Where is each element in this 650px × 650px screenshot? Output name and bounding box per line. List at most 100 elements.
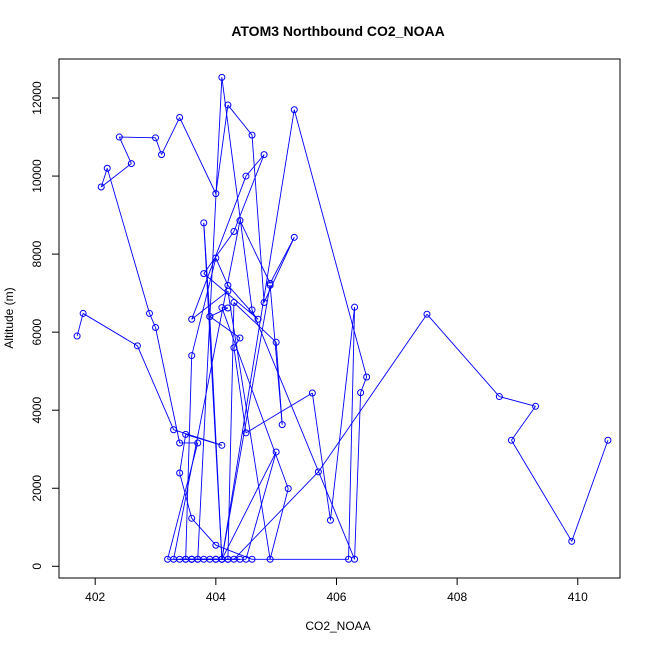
data-point <box>206 313 214 321</box>
y-tick-label: 4000 <box>30 397 44 424</box>
data-point <box>495 393 503 401</box>
data-point <box>152 134 160 142</box>
data-point <box>194 439 202 447</box>
y-axis-label: Altitude (m) <box>2 287 16 348</box>
data-point <box>176 114 184 122</box>
series-segment <box>233 471 319 560</box>
series-segment <box>197 77 223 560</box>
data-point <box>224 101 232 109</box>
data-point <box>115 133 123 141</box>
series-segment <box>179 117 217 194</box>
series-segment <box>511 440 573 542</box>
data-point <box>176 469 184 477</box>
data-point <box>351 555 359 563</box>
data-point <box>290 106 298 114</box>
data-point <box>230 299 238 307</box>
series-segment <box>203 231 235 274</box>
data-point <box>97 183 105 191</box>
data-point <box>73 332 81 340</box>
series-segment <box>233 337 241 349</box>
data-point <box>218 441 226 449</box>
series-segment <box>191 175 247 320</box>
series-segment <box>191 290 229 320</box>
data-point <box>212 541 220 549</box>
data-point <box>188 352 196 360</box>
series-segment <box>221 109 295 560</box>
series-segment <box>191 517 217 546</box>
series-segment <box>233 347 247 433</box>
series-segment <box>221 451 277 560</box>
data-point <box>218 555 226 563</box>
data-point <box>127 160 135 168</box>
data-point <box>248 131 256 139</box>
series-segment <box>499 396 536 407</box>
series-points <box>73 73 612 563</box>
series-segment <box>155 327 181 444</box>
data-point <box>212 190 220 198</box>
series-segment <box>82 313 138 347</box>
data-point <box>260 151 268 159</box>
data-point <box>224 281 232 289</box>
data-point <box>242 429 250 437</box>
data-point <box>188 514 196 522</box>
data-point <box>357 389 365 397</box>
series-segment <box>137 345 175 430</box>
series-segment <box>209 316 241 339</box>
y-tick-label: 12000 <box>30 81 44 115</box>
x-tick-label: 410 <box>568 590 588 604</box>
data-point <box>158 151 166 159</box>
series-segment <box>571 440 609 542</box>
data-point <box>236 217 244 225</box>
series-segment <box>227 285 259 320</box>
data-point <box>248 306 256 314</box>
series-segment <box>227 302 235 560</box>
series-segment <box>100 163 132 188</box>
chart-title: ATOM3 Northbound CO2_NOAA <box>231 23 444 39</box>
data-point <box>272 338 280 346</box>
series-segment <box>173 220 241 560</box>
series-segment <box>330 307 356 521</box>
series-segment <box>227 291 271 560</box>
series-segment <box>161 117 181 155</box>
series-segment <box>209 316 223 560</box>
data-point <box>423 310 431 318</box>
data-point <box>272 448 280 456</box>
series-segment <box>251 309 355 560</box>
data-point <box>200 270 208 278</box>
series-segment <box>269 488 289 560</box>
series-segment <box>239 220 271 284</box>
data-point <box>176 439 184 447</box>
data-point <box>170 426 178 434</box>
data-point <box>266 279 274 287</box>
data-point <box>182 430 190 438</box>
y-axis: 0 2000 4000 6000 8000 10000 12000 <box>30 81 59 570</box>
series-segment <box>76 313 84 337</box>
data-point <box>200 219 208 227</box>
data-point <box>278 421 286 429</box>
data-point <box>212 254 220 262</box>
series-segment <box>149 313 156 328</box>
data-point <box>254 315 262 323</box>
series-segment <box>233 302 277 343</box>
series-segment <box>251 135 265 303</box>
series-segment <box>354 392 362 560</box>
series-segment <box>179 434 187 474</box>
x-tick-label: 408 <box>447 590 467 604</box>
data-point <box>145 309 153 317</box>
y-tick-label: 6000 <box>30 318 44 345</box>
series-segment <box>215 104 229 194</box>
series-segment <box>119 136 156 139</box>
series-segment <box>426 313 500 397</box>
data-point <box>230 344 238 352</box>
series-segment <box>221 77 253 310</box>
data-point <box>568 537 576 545</box>
series-segment <box>275 342 283 425</box>
data-point <box>236 334 244 342</box>
series-segment <box>245 451 277 560</box>
data-point <box>260 299 268 307</box>
x-axis-label: CO2_NOAA <box>305 619 370 633</box>
series-segment <box>318 313 428 473</box>
x-tick-label: 404 <box>206 590 226 604</box>
data-point <box>604 436 612 444</box>
